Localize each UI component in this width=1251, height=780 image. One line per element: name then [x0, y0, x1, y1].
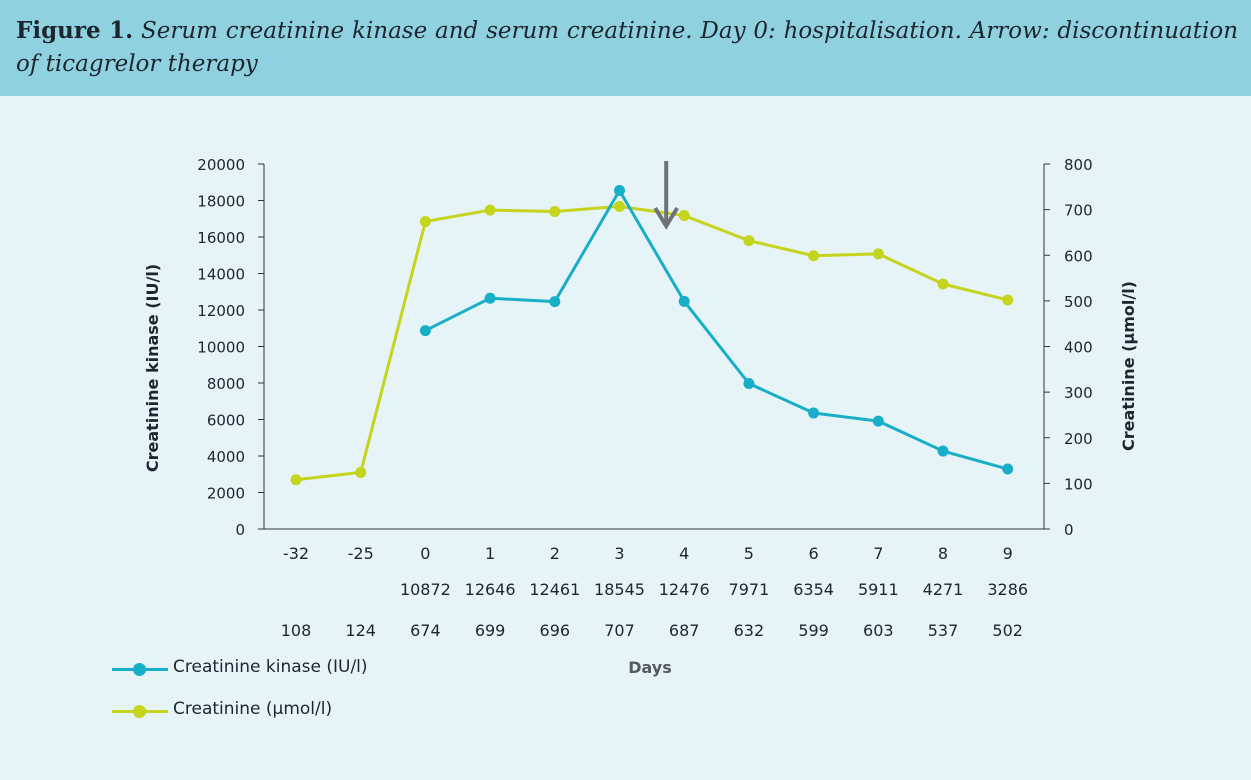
left-y-tick-label: 2000	[207, 485, 245, 503]
left-y-tick-label: 14000	[197, 266, 245, 284]
left-y-tick-label: 10000	[197, 339, 245, 357]
right-y-tick-label: 200	[1064, 430, 1093, 448]
data-point-ck	[808, 407, 820, 419]
legend-label-creatinine: Creatinine (μmol/l)	[173, 699, 333, 719]
data-point-creatinine	[419, 215, 431, 227]
right-y-tick-label: 500	[1064, 293, 1093, 311]
caption-bar	[0, 0, 1251, 96]
table-cell-creatinine: 632	[734, 621, 765, 640]
figure-label: Figure 1.	[16, 17, 134, 44]
data-point-creatinine	[872, 248, 884, 260]
table-cell-creatinine: 603	[863, 621, 894, 640]
right-y-tick-label: 800	[1064, 156, 1093, 174]
x-tick-label: 0	[420, 544, 430, 563]
right-y-tick-label: 600	[1064, 247, 1093, 265]
right-y-tick-label: 0	[1064, 521, 1074, 539]
right-y-tick-label: 100	[1064, 475, 1093, 493]
data-point-ck	[743, 378, 755, 390]
legend-label-ck: Creatinine kinase (IU/l)	[173, 657, 368, 677]
table-cell-creatinine: 707	[604, 621, 635, 640]
table-cell-creatinine: 674	[410, 621, 441, 640]
left-y-tick-label: 6000	[207, 412, 245, 430]
right-y-axis-title: Creatinine (μmol/l)	[1119, 281, 1138, 451]
discontinuation-arrow-head	[653, 206, 679, 230]
x-tick-label: 9	[1003, 544, 1013, 563]
table-cell-ck: 6354	[793, 580, 834, 599]
right-y-tick-label: 700	[1064, 202, 1093, 220]
table-cell-ck: 12461	[529, 580, 580, 599]
legend-marker-ck	[133, 663, 146, 676]
table-cell-ck: 5911	[858, 580, 899, 599]
data-point-creatinine	[937, 278, 949, 290]
figure-caption: Figure 1. Serum creatinine kinase and se…	[16, 14, 1238, 81]
x-axis-title: Days	[628, 658, 672, 677]
data-point-creatinine	[808, 250, 820, 262]
table-cell-creatinine: 696	[540, 621, 571, 640]
left-y-tick-label: 4000	[207, 448, 245, 466]
data-point-creatinine	[549, 205, 561, 217]
left-y-tick-label: 12000	[197, 302, 245, 320]
left-y-tick-label: 20000	[197, 156, 245, 174]
table-cell-ck: 7971	[729, 580, 770, 599]
table-cell-creatinine: 537	[928, 621, 959, 640]
data-point-creatinine	[484, 204, 496, 216]
x-tick-label: -32	[283, 544, 309, 563]
table-cell-creatinine: 699	[475, 621, 506, 640]
left-y-tick-label: 18000	[197, 193, 245, 211]
table-cell-creatinine: 502	[992, 621, 1023, 640]
right-y-tick-label: 400	[1064, 339, 1093, 357]
series-line-ck	[424, 189, 1009, 471]
left-y-tick-label: 0	[235, 521, 245, 539]
data-point-ck	[1002, 463, 1014, 475]
x-tick-label: 7	[873, 544, 883, 563]
x-tick-label: 6	[809, 544, 819, 563]
x-tick-label: 8	[938, 544, 948, 563]
data-point-creatinine	[743, 235, 755, 247]
table-cell-ck: 3286	[987, 580, 1028, 599]
x-tick-label: 3	[614, 544, 624, 563]
data-point-ck	[484, 292, 496, 304]
table-cell-creatinine: 124	[345, 621, 376, 640]
series-line-creatinine	[295, 204, 1009, 482]
table-cell-creatinine: 687	[669, 621, 700, 640]
data-point-creatinine	[614, 200, 625, 212]
figure-caption-text: Serum creatinine kinase and serum creati…	[16, 18, 1239, 77]
left-y-tick-label: 8000	[207, 375, 245, 393]
table-cell-ck: 4271	[923, 580, 964, 599]
table-cell-ck: 12646	[465, 580, 516, 599]
table-cell-ck: 10872	[400, 580, 451, 599]
table-cell-ck: 18545	[594, 580, 645, 599]
data-point-creatinine	[355, 466, 367, 478]
x-tick-label: 4	[679, 544, 689, 563]
data-point-ck	[549, 296, 561, 308]
x-tick-label: -25	[348, 544, 374, 563]
legend-marker-creatinine	[133, 705, 146, 718]
x-tick-label: 2	[550, 544, 560, 563]
data-point-ck	[937, 445, 949, 457]
data-point-ck	[678, 295, 690, 307]
table-cell-creatinine: 108	[281, 621, 312, 640]
left-y-axis-title: Creatinine kinase (IU/l)	[143, 264, 162, 472]
data-point-creatinine	[290, 474, 302, 486]
data-point-creatinine	[1002, 294, 1014, 306]
x-tick-label: 1	[485, 544, 495, 563]
table-cell-ck: 12476	[659, 580, 710, 599]
data-point-ck	[872, 415, 884, 427]
data-point-ck	[614, 185, 625, 197]
data-point-creatinine	[678, 210, 690, 222]
table-cell-creatinine: 599	[798, 621, 829, 640]
x-tick-label: 5	[744, 544, 754, 563]
data-point-ck	[419, 325, 431, 337]
right-y-tick-label: 300	[1064, 384, 1093, 402]
left-y-tick-label: 16000	[197, 229, 245, 247]
